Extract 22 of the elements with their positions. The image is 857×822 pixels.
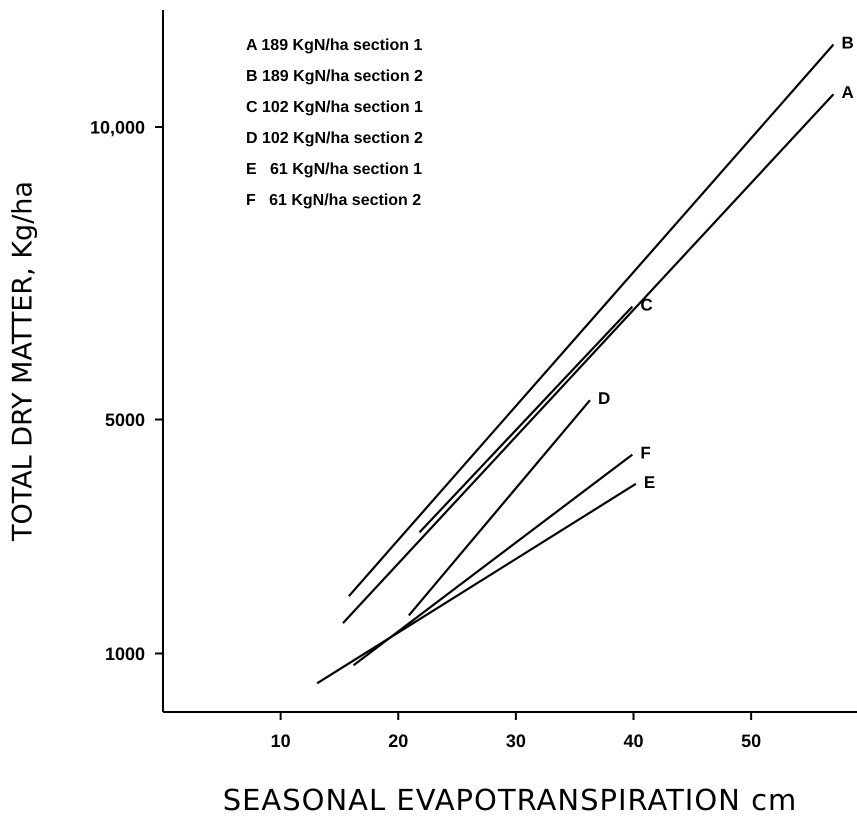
x-tick-label: 30 [506, 730, 526, 751]
annotation: F 61 KgN/ha section 2 [246, 191, 422, 211]
annotation: A 189 KgN/ha section 1 [246, 36, 423, 56]
annotation: D 102 KgN/ha section 2 [246, 129, 423, 149]
x-tick-label: 40 [623, 730, 644, 751]
annotation: E 61 KgN/ha section 1 [246, 160, 423, 180]
y-tick-label: 1000 [104, 644, 145, 664]
x-tick-label: 20 [388, 730, 408, 751]
series-label: A [841, 83, 854, 102]
annotation: C 102 KgN/ha section 1 [246, 98, 423, 118]
x-tick-label: 10 [270, 730, 291, 751]
y-tick-label: 5000 [104, 410, 145, 430]
y-axis-title: TOTAL DRY MATTER, Kg/ha [8, 181, 39, 542]
x-axis-title: SEASONAL EVAPOTRANSPIRATION cm [222, 783, 798, 817]
series-label: E [644, 472, 656, 492]
series-label: D [598, 389, 610, 408]
annotation: B 189 KgN/ha section 2 [246, 67, 423, 87]
series-label: C [640, 296, 653, 315]
series-label: B [841, 34, 854, 53]
series-label: F [640, 444, 651, 463]
x-tick-label: 50 [741, 730, 762, 751]
y-tick-label: 10,000 [90, 117, 145, 138]
